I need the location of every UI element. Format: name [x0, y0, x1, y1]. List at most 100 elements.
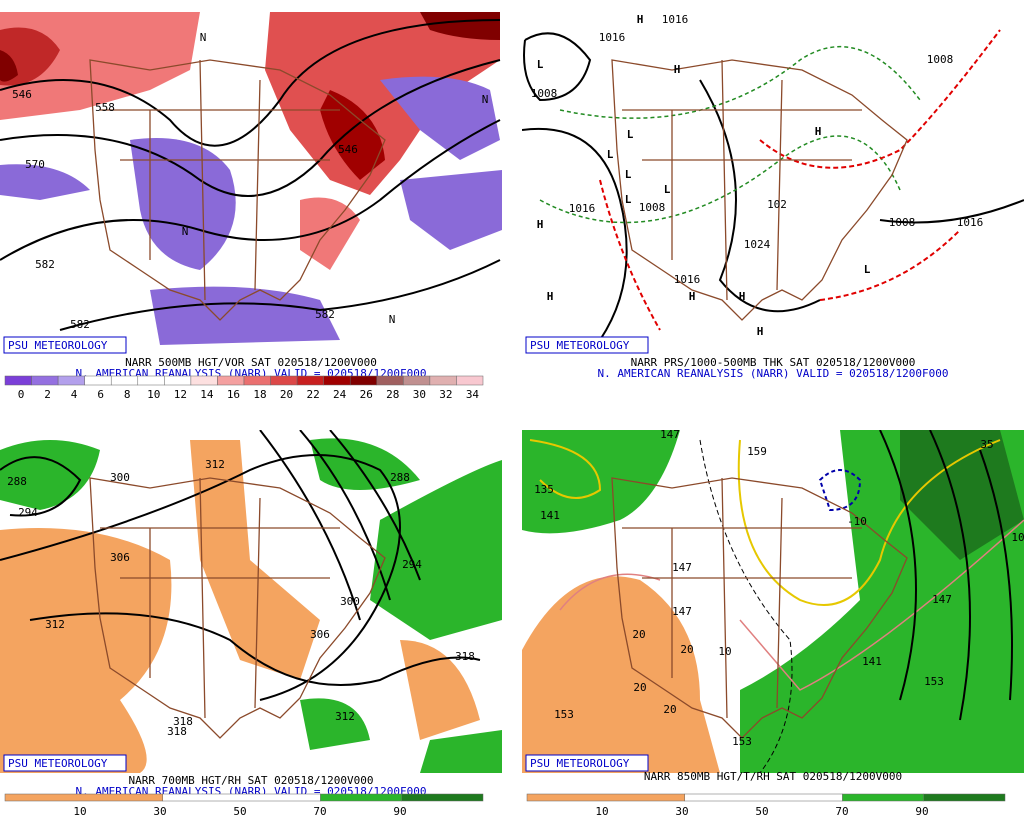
map-label: 10 [1011, 531, 1024, 544]
badge-box [3, 754, 127, 772]
colorbar-label: 26 [360, 388, 373, 401]
colorbar-label: 0 [18, 388, 25, 401]
map-label: H [547, 290, 554, 303]
map-label: 294 [402, 558, 422, 571]
colorbar-label: 8 [124, 388, 131, 401]
map-label: 1008 [531, 87, 558, 100]
rh-moist [370, 460, 502, 640]
map-label: 141 [540, 509, 560, 522]
colorbar-swatch [923, 793, 1006, 802]
contour [699, 439, 793, 773]
map-label: 312 [335, 710, 355, 723]
map-label: H [815, 125, 822, 138]
colorbar-label: 50 [233, 805, 246, 818]
colorbar-label: 32 [439, 388, 452, 401]
map-label: 558 [95, 101, 115, 114]
badge-box [3, 336, 127, 354]
map-label: 20 [680, 643, 693, 656]
map-label: H [689, 290, 696, 303]
colorbar-label: 70 [835, 805, 848, 818]
vort-shade [150, 286, 340, 345]
thickness [559, 45, 921, 119]
colorbar-label: 14 [200, 388, 214, 401]
map-label: L [627, 128, 634, 141]
map-label: 318 [455, 650, 475, 663]
contour [522, 127, 628, 341]
panel-title: NARR 500MB HGT/VOR SAT 020518/1200V000 [125, 356, 377, 369]
colorbar-swatch [296, 375, 324, 386]
map-label: 153 [554, 708, 574, 721]
colorbar-swatch [164, 375, 192, 386]
colorbar-swatch [842, 793, 924, 802]
map-label: N [389, 313, 396, 326]
colorbar-swatch [349, 375, 378, 386]
map-label: 1016 [662, 13, 689, 26]
colorbar-label: 34 [466, 388, 480, 401]
map-label: 306 [110, 551, 130, 564]
badge: PSU METEOROLOGY [530, 757, 630, 770]
colorbar-swatch [456, 375, 484, 386]
map-label: 1008 [639, 201, 666, 214]
rh-dry [522, 576, 720, 773]
isotherm [559, 519, 1024, 691]
colorbar-swatch [31, 375, 59, 386]
map-label: 318 [167, 725, 187, 738]
colorbar-swatch [190, 375, 218, 386]
colorbar-label: 24 [333, 388, 347, 401]
badge: PSU METEOROLOGY [8, 757, 108, 770]
map-label: 1008 [889, 216, 916, 229]
map-label: L [864, 263, 871, 276]
map-label: L [537, 58, 544, 71]
colorbar-label: 10 [73, 805, 86, 818]
map-label: 582 [70, 318, 90, 331]
colorbar-swatch [110, 375, 139, 386]
map-label: 20 [663, 703, 676, 716]
colorbar-label: 70 [313, 805, 326, 818]
contour [59, 259, 501, 331]
map-label: H [674, 63, 681, 76]
map-label: 1016 [957, 216, 984, 229]
contour [29, 612, 481, 686]
vort-shade [0, 50, 18, 82]
map-label: 312 [205, 458, 225, 471]
map-label: L [664, 183, 671, 196]
map-label: L [625, 168, 632, 181]
map-label: 300 [110, 471, 130, 484]
map-label: L [607, 148, 614, 161]
map-label: 1024 [744, 238, 771, 251]
vort-shade [300, 197, 360, 270]
map-label: 306 [310, 628, 330, 641]
colorbar-label: 30 [413, 388, 426, 401]
badge: PSU METEOROLOGY [8, 339, 108, 352]
panel-subtitle: N. AMERICAN REANALYSIS (NARR) VALID = 02… [598, 367, 949, 380]
panel-3-map [0, 430, 502, 773]
contour [0, 456, 82, 517]
isotherm [529, 439, 602, 499]
map-label: 312 [45, 618, 65, 631]
colorbar-label: 50 [755, 805, 768, 818]
colorbar-swatch [320, 793, 402, 802]
colorbar-label: 18 [253, 388, 266, 401]
map-label: 20 [632, 628, 645, 641]
colorbar-swatch [57, 375, 85, 386]
map-label: 153 [732, 735, 752, 748]
vort-shade [380, 76, 500, 160]
map-label: 582 [315, 308, 335, 321]
vort-shade [420, 12, 500, 40]
colorbar-label: 6 [97, 388, 104, 401]
colorbar-label: 30 [153, 805, 166, 818]
colorbar-label: 90 [915, 805, 928, 818]
rh-dry [400, 640, 480, 740]
contour [259, 430, 421, 621]
map-label: 147 [660, 428, 680, 441]
colorbar-label: 20 [280, 388, 293, 401]
colorbar-label: 30 [675, 805, 688, 818]
map-label: 318 [173, 715, 193, 728]
contour [0, 119, 501, 261]
colorbar-swatch [137, 375, 165, 386]
map-label: 135 [534, 483, 554, 496]
contour [879, 199, 1024, 224]
map-label: 1016 [674, 273, 701, 286]
map-label: H [757, 325, 764, 338]
